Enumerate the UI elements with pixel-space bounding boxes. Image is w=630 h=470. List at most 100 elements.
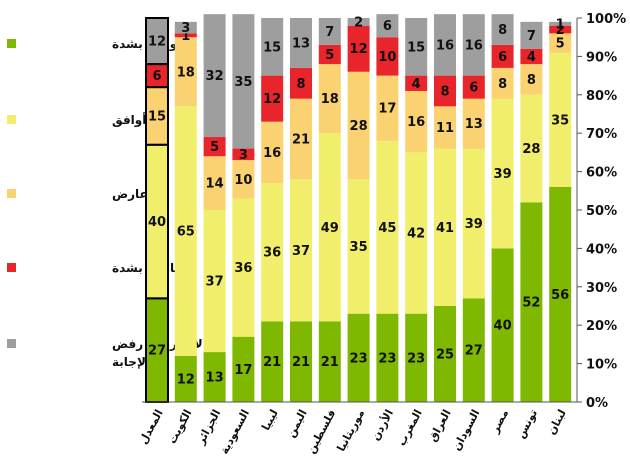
bar-segment [174,33,197,38]
data-label: 13 [292,36,310,51]
data-label: 18 [321,92,339,107]
bar-segment [347,18,370,26]
y-tick-label: 0% [586,396,608,411]
bar-segment [462,14,485,76]
data-label: 23 [378,351,396,366]
bar-segment [290,67,312,99]
data-label: 41 [436,221,454,236]
legend-swatch [7,39,16,48]
data-label: 27 [148,344,166,359]
data-label: 3 [239,148,248,163]
data-label: 5 [556,36,565,51]
data-label: 10 [378,50,396,65]
bar-segment [203,210,226,353]
data-label: 37 [206,275,224,290]
data-label: 1 [181,29,190,44]
bar-segment [261,183,284,322]
category-label: الأردن [368,407,396,443]
data-label: 28 [350,119,368,134]
bar-segment [549,186,572,402]
bar-segment [203,137,226,157]
bars: 2740156121265181313371453217361033521361… [145,14,572,404]
category-label: فلسطين [304,407,338,455]
data-label: 56 [551,288,569,303]
data-label: 16 [465,38,483,53]
legend-swatch [7,115,16,124]
bar-segment [520,21,543,49]
data-label: 36 [263,246,281,261]
bar-segment [549,52,572,187]
bar-segment [434,14,456,76]
category-label: السعودية [218,407,252,456]
data-label: 36 [234,261,252,276]
bar-segment [405,90,428,153]
bar-segment [376,14,399,38]
bar-segment [520,202,543,402]
bar-segment [462,98,485,149]
data-label: 32 [206,69,224,84]
bar-segment [318,18,341,45]
bar-segment [203,14,226,138]
data-label: 5 [325,48,334,63]
bar-segment [174,106,197,356]
bar-segment [520,64,543,95]
data-label: 10 [234,173,252,188]
bar-segment [549,21,572,26]
data-label: 8 [498,23,507,38]
data-label: 12 [263,92,281,107]
data-label: 28 [522,142,540,157]
data-label: 39 [465,217,483,232]
bar-segment [376,75,399,141]
bar-segment [520,94,543,203]
data-label: 5 [210,140,219,155]
data-label: 12 [177,372,195,387]
data-label: 65 [177,225,195,240]
category-label: مصر [488,407,511,436]
data-label: 4 [527,50,536,65]
bar-segment [290,321,312,402]
data-label: 4 [412,77,421,92]
bar-segment [232,336,255,402]
data-label: 21 [292,355,310,370]
bar-segment [491,67,514,99]
data-label: 8 [498,77,507,92]
data-label: 6 [383,19,392,34]
data-label: 23 [407,351,425,366]
bar-segment [462,148,485,299]
data-label: 52 [522,296,540,311]
bar-segment [520,48,543,65]
bar-segment [491,248,514,402]
bar-segment [376,140,399,314]
bar-segment [232,198,255,337]
bar-segment [462,75,485,99]
data-label: 15 [148,109,166,124]
data-label: 6 [498,50,507,65]
data-label: 27 [465,344,483,359]
bar-segment [347,71,370,180]
data-label: 35 [551,113,569,128]
category-label: موريتانيا [334,407,367,453]
legend-swatch [7,339,16,348]
y-tick-label: 70% [586,127,617,142]
data-label: 12 [350,42,368,57]
bar-segment [376,37,399,76]
data-label: 39 [494,167,512,182]
data-label: 15 [263,40,281,55]
data-label: 35 [234,75,252,90]
y-tick-label: 100% [586,12,626,27]
bar-segment [232,148,255,161]
y-tick-label: 30% [586,281,617,296]
data-label: 42 [407,227,425,242]
data-label: 7 [325,25,334,40]
data-label: 2 [556,23,565,38]
data-label: 6 [469,81,478,96]
y-tick-label: 50% [586,204,617,219]
data-label: 21 [321,355,339,370]
data-label: 21 [263,355,281,370]
y-tick-label: 60% [586,166,617,181]
bar-segment [232,14,255,149]
